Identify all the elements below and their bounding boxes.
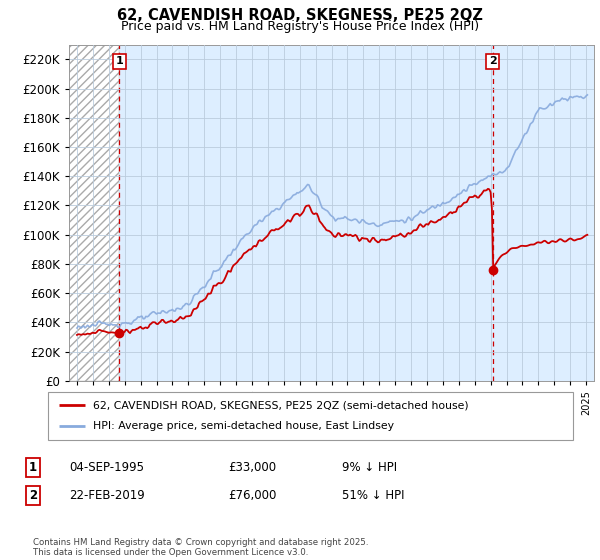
Text: 2: 2 [29,489,37,502]
Text: 1: 1 [29,461,37,474]
Text: 22-FEB-2019: 22-FEB-2019 [69,489,145,502]
Text: Price paid vs. HM Land Registry's House Price Index (HPI): Price paid vs. HM Land Registry's House … [121,20,479,32]
Text: 62, CAVENDISH ROAD, SKEGNESS, PE25 2QZ: 62, CAVENDISH ROAD, SKEGNESS, PE25 2QZ [117,8,483,24]
Text: HPI: Average price, semi-detached house, East Lindsey: HPI: Average price, semi-detached house,… [92,421,394,431]
Text: £76,000: £76,000 [228,489,277,502]
Bar [69,45,119,381]
Text: £33,000: £33,000 [228,461,276,474]
Text: 04-SEP-1995: 04-SEP-1995 [69,461,144,474]
Text: 9% ↓ HPI: 9% ↓ HPI [342,461,397,474]
Text: 51% ↓ HPI: 51% ↓ HPI [342,489,404,502]
Text: Contains HM Land Registry data © Crown copyright and database right 2025.
This d: Contains HM Land Registry data © Crown c… [33,538,368,557]
Text: 62, CAVENDISH ROAD, SKEGNESS, PE25 2QZ (semi-detached house): 62, CAVENDISH ROAD, SKEGNESS, PE25 2QZ (… [92,400,468,410]
Text: 1: 1 [116,57,124,67]
Text: 2: 2 [489,57,497,67]
